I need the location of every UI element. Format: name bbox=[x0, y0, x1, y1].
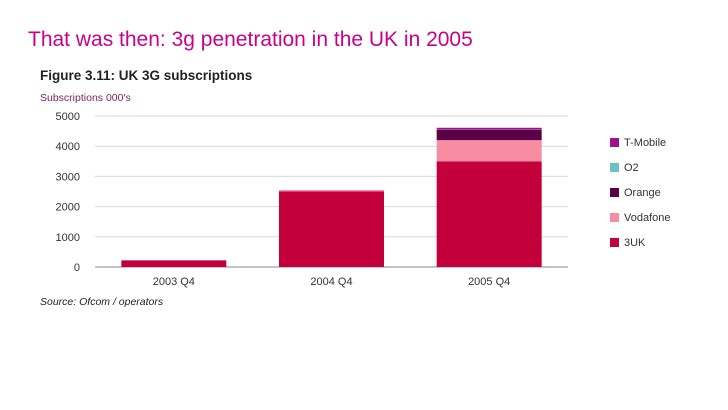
legend-label: Orange bbox=[624, 187, 661, 199]
bar-segment-t-mobile bbox=[436, 127, 542, 130]
legend-label: 3UK bbox=[624, 237, 646, 249]
x-tick-label: 2005 Q4 bbox=[468, 276, 510, 288]
y-tick-label: 4000 bbox=[56, 141, 80, 153]
x-tick-label: 2003 Q4 bbox=[153, 276, 195, 288]
figure-title: Figure 3.11: UK 3G subscriptions bbox=[40, 68, 253, 83]
y-tick-label: 0 bbox=[74, 262, 80, 274]
slide-title: That was then: 3g penetration in the UK … bbox=[28, 28, 473, 51]
x-tick-label: 2004 Q4 bbox=[310, 276, 352, 288]
legend-swatch bbox=[610, 238, 619, 247]
legend-swatch bbox=[610, 138, 619, 147]
bar-segment-3uk bbox=[279, 191, 384, 267]
y-tick-label: 2000 bbox=[56, 202, 80, 214]
y-tick-label: 1000 bbox=[56, 232, 80, 244]
legend-swatch bbox=[610, 188, 619, 197]
bar-segment-3uk bbox=[436, 161, 542, 267]
bar-segment-orange bbox=[436, 129, 542, 141]
legend-swatch bbox=[610, 163, 619, 172]
figure-source: Source: Ofcom / operators bbox=[40, 296, 164, 308]
legend-label: O2 bbox=[624, 162, 639, 174]
y-tick-label: 3000 bbox=[56, 171, 80, 183]
bar-segment-3uk bbox=[121, 260, 227, 267]
legend-label: T-Mobile bbox=[624, 137, 666, 149]
bar-segment-vodafone bbox=[279, 189, 384, 192]
bar-segment-vodafone bbox=[436, 140, 542, 162]
y-tick-label: 5000 bbox=[56, 111, 80, 123]
y-axis-unit-label: Subscriptions 000's bbox=[40, 92, 131, 104]
legend-label: Vodafone bbox=[624, 212, 671, 224]
legend-swatch bbox=[610, 213, 619, 222]
